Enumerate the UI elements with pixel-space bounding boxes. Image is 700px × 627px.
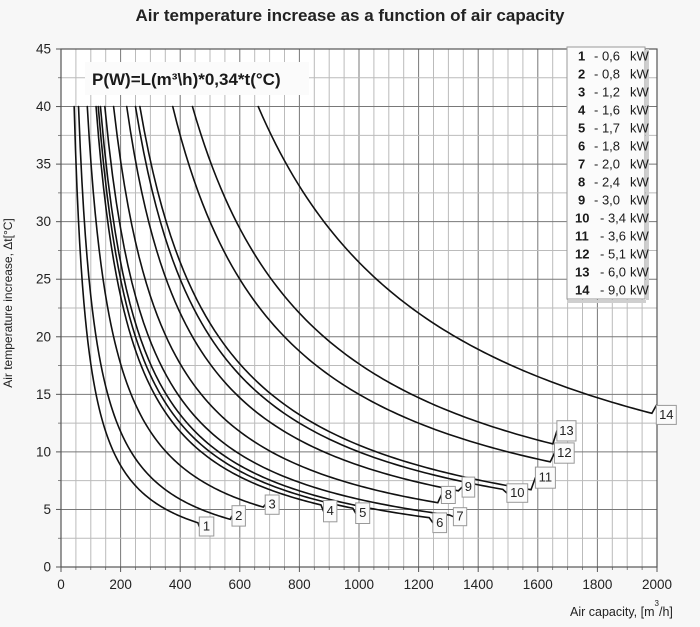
svg-text:8: 8 — [578, 175, 585, 190]
svg-text:5: 5 — [43, 502, 51, 517]
svg-text:13: 13 — [575, 265, 589, 280]
svg-text:- 3,4: - 3,4 — [600, 211, 626, 226]
svg-text:kW: kW — [630, 157, 650, 172]
svg-text:1200: 1200 — [404, 577, 434, 592]
svg-text:- 3,6: - 3,6 — [600, 229, 626, 244]
svg-text:kW: kW — [630, 247, 650, 262]
svg-text:P(W)=L(m³\h)*0,34*t(°C): P(W)=L(m³\h)*0,34*t(°C) — [92, 70, 281, 89]
svg-text:- 3,0: - 3,0 — [594, 193, 620, 208]
svg-text:kW: kW — [630, 103, 650, 118]
svg-text:400: 400 — [169, 577, 192, 592]
svg-text:kW: kW — [630, 85, 650, 100]
svg-text:14: 14 — [575, 283, 590, 298]
svg-text:2: 2 — [235, 508, 242, 523]
svg-text:6: 6 — [436, 515, 443, 530]
svg-text:40: 40 — [36, 99, 51, 114]
svg-text:0: 0 — [43, 560, 51, 575]
svg-text:10: 10 — [575, 211, 589, 226]
svg-text:1: 1 — [578, 49, 585, 64]
svg-text:1400: 1400 — [463, 577, 493, 592]
svg-text:kW: kW — [630, 139, 650, 154]
svg-text:2: 2 — [578, 67, 585, 82]
svg-text:kW: kW — [630, 193, 650, 208]
svg-text:- 0,8: - 0,8 — [594, 67, 620, 82]
svg-text:kW: kW — [630, 67, 650, 82]
svg-text:9: 9 — [465, 479, 472, 494]
svg-text:11: 11 — [539, 470, 553, 485]
svg-text:- 1,7: - 1,7 — [594, 121, 620, 136]
svg-text:- 1,2: - 1,2 — [594, 85, 620, 100]
svg-text:13: 13 — [559, 423, 573, 438]
svg-text:3: 3 — [269, 497, 276, 512]
svg-text:kW: kW — [630, 283, 650, 298]
svg-text:35: 35 — [36, 157, 51, 172]
svg-text:800: 800 — [288, 577, 311, 592]
svg-text:5: 5 — [359, 505, 366, 520]
svg-text:600: 600 — [229, 577, 252, 592]
svg-text:200: 200 — [109, 577, 132, 592]
svg-text:kW: kW — [630, 229, 650, 244]
svg-text:30: 30 — [36, 214, 51, 229]
svg-text:1: 1 — [203, 519, 210, 534]
svg-text:- 6,0: - 6,0 — [600, 265, 626, 280]
svg-text:kW: kW — [630, 121, 650, 136]
svg-text:7: 7 — [456, 509, 463, 524]
svg-text:- 1,6: - 1,6 — [594, 103, 620, 118]
svg-text:- 0,6: - 0,6 — [594, 49, 620, 64]
svg-text:15: 15 — [36, 387, 51, 402]
svg-text:- 1,8: - 1,8 — [594, 139, 620, 154]
svg-text:1600: 1600 — [523, 577, 553, 592]
svg-text:11: 11 — [575, 229, 589, 244]
svg-text:- 9,0: - 9,0 — [600, 283, 626, 298]
svg-text:20: 20 — [36, 329, 51, 344]
svg-text:1800: 1800 — [582, 577, 612, 592]
svg-text:4: 4 — [578, 103, 586, 118]
svg-text:9: 9 — [578, 193, 585, 208]
svg-text:14: 14 — [659, 407, 673, 422]
svg-text:4: 4 — [327, 503, 334, 518]
svg-text:7: 7 — [578, 157, 585, 172]
svg-text:kW: kW — [630, 49, 650, 64]
svg-text:- 5,1: - 5,1 — [600, 247, 626, 262]
svg-text:kW: kW — [630, 175, 650, 190]
svg-text:2000: 2000 — [642, 577, 672, 592]
svg-text:12: 12 — [557, 445, 571, 460]
svg-text:6: 6 — [578, 139, 585, 154]
svg-text:- 2,0: - 2,0 — [594, 157, 620, 172]
svg-text:12: 12 — [575, 247, 589, 262]
svg-text:10: 10 — [36, 444, 51, 459]
svg-text:0: 0 — [57, 577, 65, 592]
svg-text:10: 10 — [510, 485, 524, 500]
svg-text:45: 45 — [36, 42, 51, 57]
svg-text:- 2,4: - 2,4 — [594, 175, 620, 190]
svg-text:25: 25 — [36, 272, 51, 287]
svg-text:5: 5 — [578, 121, 585, 136]
svg-text:kW: kW — [630, 265, 650, 280]
svg-text:3: 3 — [578, 85, 585, 100]
svg-text:kW: kW — [630, 211, 650, 226]
svg-text:8: 8 — [445, 487, 452, 502]
svg-text:1000: 1000 — [344, 577, 374, 592]
